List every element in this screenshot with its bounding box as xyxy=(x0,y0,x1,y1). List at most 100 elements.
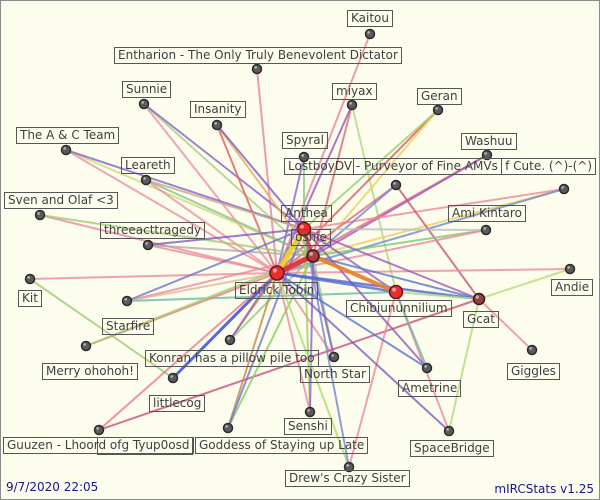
edge-washuu-oshie xyxy=(312,154,488,257)
node-andie xyxy=(564,263,576,275)
node-highlight-spacebridge xyxy=(446,428,449,431)
edge-amikintaro-oshie xyxy=(312,229,487,257)
edge-littlecog-eldrick xyxy=(171,271,279,380)
node-giggles xyxy=(526,344,538,356)
edge-cute-anthea xyxy=(303,188,565,230)
edge-senshi-eldrick xyxy=(276,272,311,413)
node-highlight-guuzen xyxy=(96,427,99,430)
edge-amikintaro-anthea xyxy=(303,228,487,231)
node-highlight-drews xyxy=(346,464,349,467)
node-miyax xyxy=(346,99,358,111)
node-label-spyral: Spyral xyxy=(282,132,328,149)
node-label-kaitou: Kaitou xyxy=(347,10,393,27)
edge-cute-oshie xyxy=(312,188,565,257)
edge-guuzen-gcat xyxy=(98,298,480,431)
node-highlight-miyax xyxy=(349,102,352,105)
node-highlight-sunnie xyxy=(141,101,144,104)
node-label-threeact: threeacttragedy xyxy=(100,222,206,239)
edge-sven-oshie xyxy=(39,214,314,257)
edge-anthea-chibi xyxy=(303,228,397,293)
node-label-geran: Geran xyxy=(417,88,462,105)
edge-sunnie-eldrick xyxy=(143,103,278,274)
node-highlight-northstar xyxy=(331,354,334,357)
node-kaitou xyxy=(364,28,376,40)
node-label-chibi: Chibiununnilium xyxy=(346,300,452,317)
node-ametrine xyxy=(421,362,433,374)
node-label-amikintaro: Ami Kintaro xyxy=(448,205,526,222)
node-label-andie: Andie xyxy=(551,279,594,296)
edge-geran-anthea xyxy=(303,109,439,230)
node-label-leareth: Leareth xyxy=(121,157,175,174)
edge-gcat-chibi xyxy=(395,291,480,300)
node-gcat xyxy=(472,292,486,306)
edge-starfire-eldrick xyxy=(126,272,278,302)
node-guuzen xyxy=(93,424,105,436)
node-label-sunnie: Sunnie xyxy=(122,81,172,98)
node-highlight-kaitou xyxy=(367,31,370,34)
node-starfire xyxy=(121,295,133,307)
node-label-oshie: oshie xyxy=(291,229,331,246)
node-geran xyxy=(432,104,444,116)
node-label-guuzen: Guuzen - Lhoord ofg Tyup0osd xyxy=(3,437,194,454)
node-lostboydv xyxy=(390,179,402,191)
node-label-entharion: Entharion - The Only Truly Benevolent Di… xyxy=(114,47,402,64)
node-goddess xyxy=(222,422,234,434)
node-label-giggles: Giggles xyxy=(507,363,560,380)
edge-leareth-eldrick xyxy=(145,179,278,274)
edge-gcat-anthea xyxy=(303,228,480,300)
node-label-anthea: Anthea xyxy=(281,205,332,222)
edge-northstar-eldrick xyxy=(276,272,335,358)
node-highlight-anthea xyxy=(300,224,304,229)
edge-ametrine-eldrick xyxy=(276,272,428,369)
node-littlecog xyxy=(167,372,179,384)
node-highlight-threeact xyxy=(145,242,148,245)
node-oshie xyxy=(306,249,320,263)
node-spacebridge xyxy=(443,425,455,437)
node-acteam xyxy=(60,144,72,156)
edge-spacebridge-gcat xyxy=(448,298,480,432)
node-highlight-kit xyxy=(27,276,30,279)
node-highlight-entharion xyxy=(254,66,257,69)
node-label-acteam: The A & C Team xyxy=(16,127,120,144)
node-highlight-washuu xyxy=(484,152,487,155)
node-entharion xyxy=(251,63,263,75)
generation-timestamp: 9/7/2020 22:05 xyxy=(6,480,99,494)
node-highlight-amikintaro xyxy=(483,227,486,230)
node-highlight-gcat xyxy=(475,295,479,299)
edge-eldrick-chibi xyxy=(275,271,398,294)
edge-threeact-eldrick xyxy=(147,244,278,274)
node-sven xyxy=(34,209,46,221)
node-label-drews: Drew's Crazy Sister xyxy=(285,470,410,487)
node-threeact xyxy=(142,239,154,251)
node-amikintaro xyxy=(480,224,492,236)
node-northstar xyxy=(328,351,340,363)
node-label-littlecog: littlecog xyxy=(149,395,206,412)
edge-oshie-chibi xyxy=(311,254,398,294)
node-label-washuu: Washuu xyxy=(461,133,517,150)
edge-gcat-oshie xyxy=(312,255,480,300)
node-konran xyxy=(224,334,236,346)
edge-insanity-anthea xyxy=(216,124,305,230)
edge-miyax-chibi xyxy=(351,104,397,293)
edge-andie-eldrick xyxy=(276,268,571,274)
node-senshi xyxy=(304,406,316,418)
node-label-eldrick: Eldrick Tobin xyxy=(235,282,319,299)
node-label-konran: Konran has a pillow pile too xyxy=(145,350,319,367)
node-merry xyxy=(80,340,92,352)
edge-threeact-anthea xyxy=(147,228,305,246)
node-highlight-starfire xyxy=(124,298,127,301)
node-sunnie xyxy=(138,98,150,110)
edge-drews-eldrick xyxy=(276,272,350,468)
node-highlight-sven xyxy=(37,212,41,215)
edge-goddess-oshie xyxy=(227,255,314,429)
node-label-spacebridge: SpaceBridge xyxy=(410,440,494,457)
edge-leareth-anthea xyxy=(145,179,305,230)
node-highlight-lostboydv xyxy=(393,182,396,185)
node-eldrick xyxy=(269,265,285,281)
node-highlight-andie xyxy=(567,266,571,269)
node-label-insanity: Insanity xyxy=(190,101,246,118)
node-highlight-insanity xyxy=(214,122,217,125)
edge-threeact-oshie xyxy=(147,244,314,257)
